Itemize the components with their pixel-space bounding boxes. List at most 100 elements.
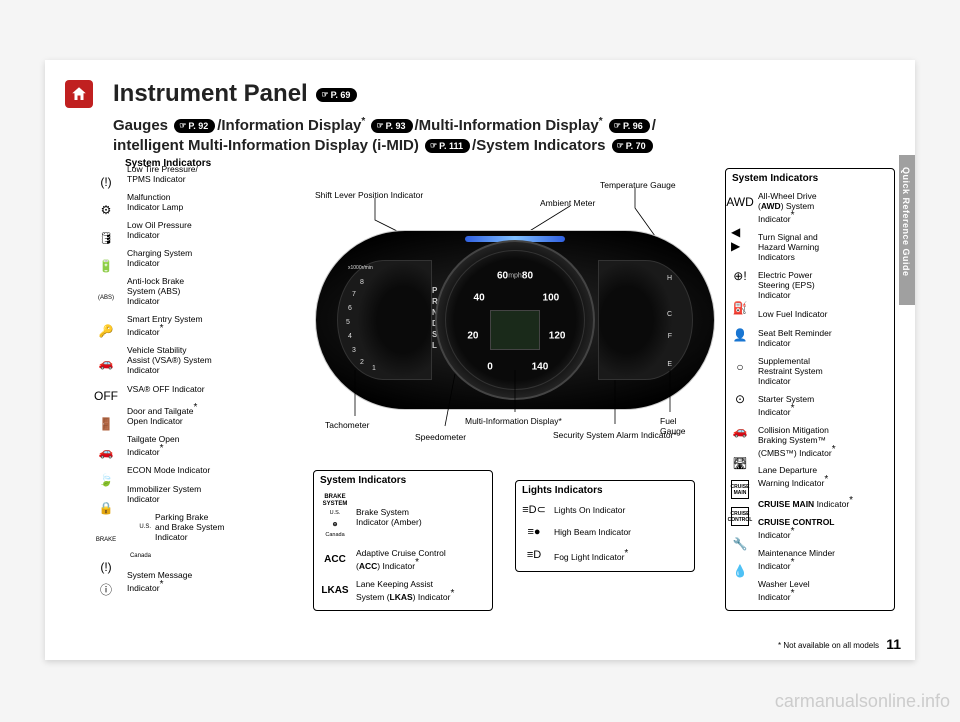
left-indicator-check-engine: Malfunction Indicator Lamp [125,188,305,216]
check-engine-icon: ⚙ [97,200,115,219]
watermark: carmanualsonline.info [775,691,950,712]
left-indicator-door: Door and Tailgate* Open Indicator [125,399,305,430]
page-ref[interactable]: P. 111 [425,139,470,153]
lights-row-fog: ≡DFog Light Indicator* [522,543,688,567]
right-indicator-awd: All-Wheel Drive (AWD) System Indicator* [756,187,888,228]
left-panel: Low Tire Pressure/ TPMS IndicatorMalfunc… [125,160,305,597]
right-panel: System Indicators AWD◀ ▶⊕!⛽👤○⊙🚗🛣CRUISE M… [725,168,895,611]
vsa-icon: 🚗 [97,349,115,377]
fuel-icon: ⛽ [731,298,749,317]
callout-mid: Multi-Information Display* [465,416,562,426]
right-indicator-turn: Turn Signal and Hazard Warning Indicator… [756,228,888,266]
mid-screen [490,310,540,350]
left-indicator-brake-ca: Canada [125,546,305,566]
ldw-icon: 🛣 [731,453,749,472]
info-icon: ⓘ [97,580,115,599]
seatbelt-icon: 👤 [731,325,749,344]
cruise-main-icon: CRUISE MAIN [731,480,749,499]
right-indicator-cmbs: Collision Mitigation Braking System™ (CM… [756,421,888,462]
starter-icon: ⊙ [731,389,749,408]
left-indicator-battery: Charging System Indicator [125,244,305,272]
left-indicator-oil: Low Oil Pressure Indicator [125,216,305,244]
page-number: 11 [886,636,901,652]
right-indicator-ldw: Lane Departure Warning Indicator* [756,461,888,492]
left-indicator-abs: Anti-lock Brake System (ABS) Indicator [125,272,305,310]
door-icon: 🚪 [97,414,115,433]
content-area: System Indicators (!)⚙🛢🔋(ABS)🔑🚗OFF🚪🚗🍃🔒BR… [65,160,895,650]
tailgate-icon: 🚗 [97,442,115,461]
right-indicator-cruise-ctl: CRUISE CONTROL Indicator* [756,513,888,544]
callout-speedo: Speedometer [415,432,466,442]
cluster-block: Shift Lever Position Indicator Ambient M… [315,180,715,455]
immob-icon: 🔒 [97,498,115,517]
abs-icon: (ABS) [97,284,115,312]
econ-icon: 🍃 [97,470,115,489]
right-indicator-seatbelt: Seat Belt Reminder Indicator [756,324,888,352]
house-icon [70,85,88,103]
right-indicator-list: All-Wheel Drive (AWD) System Indicator*T… [756,187,888,606]
right-indicator-eps: Electric Power Steering (EPS) Indicator [756,266,888,304]
left-indicator-list: Low Tire Pressure/ TPMS IndicatorMalfunc… [125,160,305,597]
left-indicator-info: System Message Indicator* [125,566,305,597]
callout-tach: Tachometer [325,420,369,430]
lkas-icon: LKAS [320,585,350,595]
wrench-icon: 🔧 [731,534,749,553]
center-row-brake-system: BRAKESYSTEMU.S.⊕CanadaBrake System Indic… [320,490,486,544]
oil-icon: 🛢 [97,228,115,247]
left-indicator-vsa: Vehicle Stability Assist (VSA®) System I… [125,341,305,379]
right-indicator-starter: Starter System Indicator* [756,390,888,421]
right-indicator-fuel: Low Fuel Indicator [756,304,888,324]
footnote: * Not available on all models [778,641,879,650]
tachometer-dial: 8 7 6 5 4 3 2 1 x1000r/min [337,260,432,380]
left-indicator-econ: ECON Mode Indicator [125,460,305,480]
right-indicator-washer: Washer Level Indicator* [756,575,888,606]
callouts-bottom: Tachometer Speedometer Multi-Information… [315,410,715,455]
right-indicator-wrench: Maintenance Minder Indicator* [756,544,888,575]
left-indicator-immob: Immobilizer System Indicator [125,480,305,508]
left-indicator-brake: U.S.Parking Brake and Brake System Indic… [125,508,305,546]
side-tab: Quick Reference Guide [899,155,915,305]
cruise-ctl-icon: CRUISE CONTROL [731,507,749,526]
right-indicator-srs: Supplemental Restraint System Indicator [756,352,888,390]
page-ref[interactable]: P. 70 [612,139,653,153]
brake-ca-icon: (!) [97,563,115,571]
brake system-icon: BRAKESYSTEMU.S.⊕Canada [320,494,350,540]
callouts-top: Shift Lever Position Indicator Ambient M… [315,180,715,230]
left-indicator-tailgate: Tailgate Open Indicator* [125,430,305,461]
subtitle: Gauges P. 92/Information Display* P. 93/… [113,112,883,156]
page-title: Instrument Panel P. 69 [113,80,359,108]
lights-on-icon: ≡D⊂ [522,503,546,516]
side-tab-label: Quick Reference Guide [901,167,911,277]
callout-security: Security System Alarm Indicator* [553,430,677,440]
awd-icon: AWD [731,187,749,216]
lights-indicators-panel: Lights Indicators ≡D⊂Lights On Indicator… [515,480,695,572]
turn-icon: ◀ ▶ [731,224,749,253]
home-button[interactable] [65,80,93,108]
right-indicator-cruise-main: CRUISE MAIN Indicator* [756,492,888,513]
tpms-icon: (!) [97,172,115,191]
page-ref[interactable]: P. 96 [609,119,650,133]
lights-row-high-beam: ≡●High Beam Indicator [522,521,688,543]
acc-icon: ACC [320,554,350,564]
eps-icon: ⊕! [731,261,749,290]
page-ref[interactable]: P. 93 [371,119,412,133]
left-indicator-smart: Smart Entry System Indicator* [125,310,305,341]
center-system-indicators: System Indicators BRAKESYSTEMU.S.⊕Canada… [313,470,493,611]
left-panel-icons: (!)⚙🛢🔋(ABS)🔑🚗OFF🚪🚗🍃🔒BRAKE(!)ⓘ [97,172,115,599]
center-row-acc: ACCAdaptive Cruise Control (ACC) Indicat… [320,544,486,575]
lights-row-lights-on: ≡D⊂Lights On Indicator [522,498,688,521]
washer-icon: 💧 [731,561,749,580]
smart-icon: 🔑 [97,321,115,340]
left-indicator-tpms: Low Tire Pressure/ TPMS Indicator [125,160,305,188]
high-beam-icon: ≡● [522,526,546,538]
srs-icon: ○ [731,352,749,381]
left-indicator-vsa-off: VSA® OFF Indicator [125,379,305,399]
center-row-lkas: LKASLane Keeping Assist System (LKAS) In… [320,575,486,606]
temp-fuel-dial: H C F E [598,260,693,380]
page-ref[interactable]: P. 92 [174,119,215,133]
manual-page: Quick Reference Guide Instrument Panel P… [45,60,915,660]
cmbs-icon: 🚗 [731,416,749,445]
battery-icon: 🔋 [97,256,115,275]
right-panel-icons: AWD ◀ ▶ ⊕! ⛽ 👤 ○ ⊙ 🚗 🛣 CRUISE MAIN CRUISE CONTROL 🔧… [731,187,749,580]
page-ref-69[interactable]: P. 69 [316,88,357,102]
